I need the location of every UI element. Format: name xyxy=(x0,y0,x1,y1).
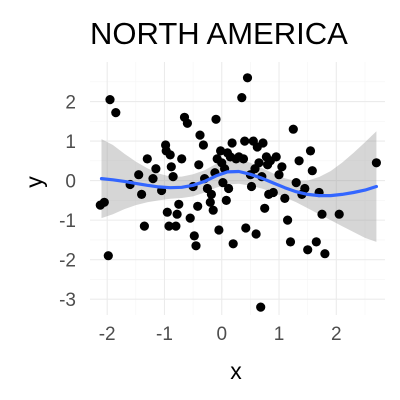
data-point xyxy=(151,164,161,174)
data-point xyxy=(227,138,237,148)
data-point xyxy=(95,200,105,210)
data-point xyxy=(148,174,158,184)
data-point xyxy=(182,118,192,128)
data-point xyxy=(260,203,270,213)
x-tick-labels: -2 -1 0 1 2 xyxy=(99,324,342,345)
data-point xyxy=(164,221,174,231)
data-point xyxy=(171,221,181,231)
data-point xyxy=(165,150,175,160)
data-point xyxy=(206,189,216,199)
data-point xyxy=(218,178,228,188)
y-tick-label: 1 xyxy=(65,132,76,153)
data-point xyxy=(193,201,203,211)
data-point xyxy=(303,245,313,255)
data-point xyxy=(139,221,149,231)
y-tick-label: -3 xyxy=(59,290,76,311)
data-point xyxy=(371,158,381,168)
data-point xyxy=(198,140,208,150)
data-point xyxy=(268,187,278,198)
data-point xyxy=(241,223,251,233)
data-point xyxy=(211,114,221,124)
data-point xyxy=(228,239,238,249)
data-point xyxy=(271,152,281,162)
x-tick-label: -2 xyxy=(99,324,116,345)
data-point xyxy=(254,158,264,168)
x-tick-label: 0 xyxy=(216,324,227,345)
y-tick-label: 0 xyxy=(65,172,76,193)
data-point xyxy=(195,130,205,140)
data-point xyxy=(162,207,172,217)
data-point xyxy=(285,237,296,247)
data-point xyxy=(251,229,261,239)
data-point xyxy=(105,95,115,105)
data-point xyxy=(224,183,234,194)
data-point xyxy=(208,205,218,215)
data-point xyxy=(307,166,317,176)
y-tick-label: -2 xyxy=(59,251,76,272)
data-point xyxy=(214,225,224,235)
data-point xyxy=(246,181,257,192)
data-point xyxy=(221,195,231,205)
data-point xyxy=(205,197,215,207)
y-tick-labels: -3 -2 -1 0 1 2 xyxy=(59,93,76,312)
smooth-line xyxy=(99,169,378,198)
y-tick-label: -1 xyxy=(59,211,76,232)
data-point xyxy=(277,162,287,172)
data-point xyxy=(238,154,249,164)
data-point xyxy=(134,170,144,180)
data-point xyxy=(174,199,184,209)
data-point xyxy=(317,209,327,219)
data-point xyxy=(320,249,330,259)
y-tick-label: 2 xyxy=(65,93,76,114)
data-point xyxy=(258,138,268,148)
data-point xyxy=(185,213,195,223)
data-point xyxy=(191,241,201,251)
x-axis-title: x xyxy=(230,358,242,384)
data-point xyxy=(189,231,199,241)
data-point xyxy=(334,209,344,219)
data-point xyxy=(291,178,301,188)
data-point xyxy=(288,124,298,134)
data-point xyxy=(172,209,182,219)
data-point xyxy=(166,162,176,172)
data-point xyxy=(274,170,284,180)
data-point xyxy=(111,108,121,118)
data-point xyxy=(283,215,293,225)
x-tick-label: 1 xyxy=(274,324,285,345)
data-point xyxy=(103,251,113,261)
data-point xyxy=(237,93,247,103)
data-point xyxy=(216,146,226,156)
chart-title: NORTH AMERICA xyxy=(90,16,348,51)
x-tick-label: -1 xyxy=(156,324,173,345)
x-tick-label: 2 xyxy=(331,324,342,345)
data-point xyxy=(256,302,266,312)
data-point xyxy=(300,183,310,194)
data-point xyxy=(142,154,152,164)
y-axis-title: y xyxy=(21,176,47,188)
data-point xyxy=(294,156,304,166)
data-point xyxy=(177,154,187,164)
data-point xyxy=(242,73,253,83)
data-point xyxy=(280,193,290,203)
data-point xyxy=(311,237,321,247)
data-point xyxy=(194,160,204,170)
data-point xyxy=(168,172,178,182)
data-point xyxy=(137,189,147,199)
data-point xyxy=(240,136,250,146)
data-point xyxy=(305,146,316,156)
